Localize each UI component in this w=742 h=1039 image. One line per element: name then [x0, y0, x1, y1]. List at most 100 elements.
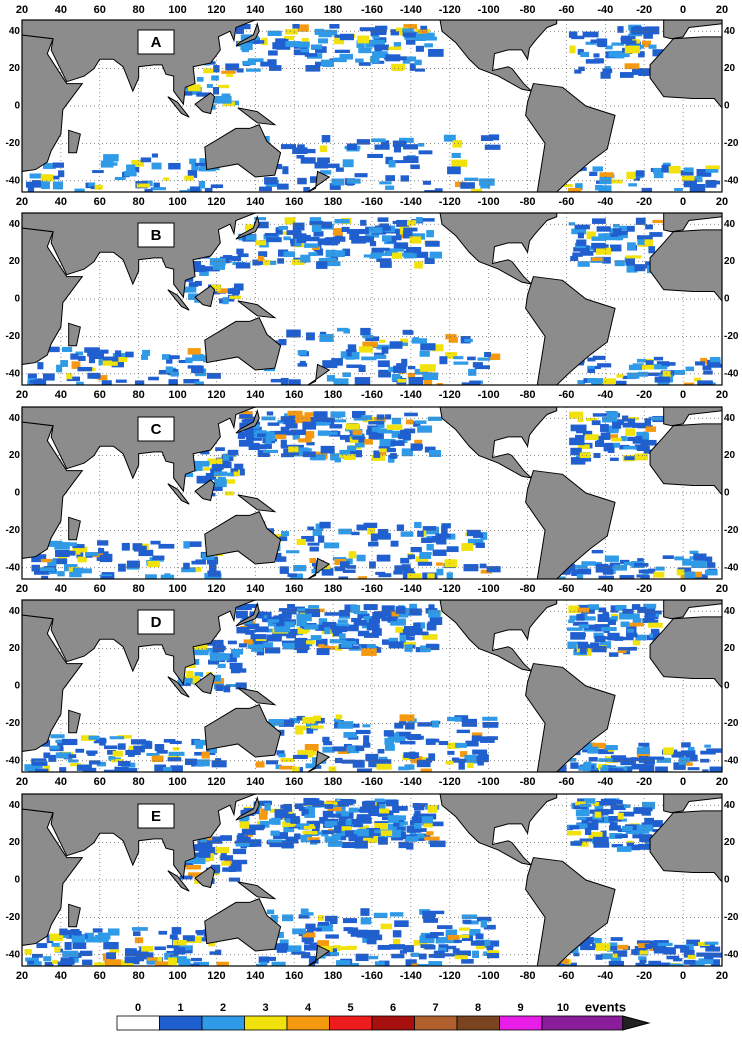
- event-patch: [212, 265, 225, 270]
- x-tick-label: -120: [439, 970, 461, 982]
- event-patch: [607, 619, 616, 625]
- event-patch: [628, 33, 636, 40]
- event-patch: [400, 557, 410, 564]
- event-patch: [61, 346, 73, 352]
- event-patch: [580, 51, 590, 58]
- event-patch: [94, 934, 109, 943]
- event-patch: [257, 450, 270, 457]
- event-patch: [297, 177, 307, 185]
- event-patch: [388, 46, 402, 51]
- event-patch: [280, 426, 290, 434]
- event-patch: [280, 377, 289, 385]
- event-patch: [422, 526, 437, 531]
- event-patch: [31, 761, 48, 766]
- event-patch: [193, 644, 208, 650]
- event-patch: [49, 745, 60, 750]
- event-patch: [418, 142, 425, 147]
- event-patch: [333, 419, 347, 423]
- event-patch: [72, 544, 85, 549]
- event-patch: [383, 730, 394, 737]
- event-patch: [130, 739, 147, 745]
- event-patch: [691, 560, 707, 568]
- event-patch: [196, 77, 204, 82]
- event-patch: [189, 261, 202, 269]
- event-patch: [315, 638, 328, 647]
- event-patch: [212, 653, 227, 657]
- event-patch: [451, 159, 468, 167]
- event-patch: [568, 187, 582, 192]
- event-patch: [315, 46, 327, 53]
- event-patch: [359, 809, 373, 813]
- event-patch: [467, 356, 476, 361]
- event-patch: [569, 615, 578, 621]
- event-patch: [270, 914, 278, 923]
- event-patch: [579, 742, 596, 750]
- event-patch: [333, 228, 343, 236]
- event-patch: [161, 354, 171, 360]
- event-patch: [706, 748, 722, 753]
- event-patch: [322, 736, 330, 743]
- event-patch: [324, 820, 338, 828]
- event-patch: [184, 858, 194, 863]
- event-patch: [284, 621, 295, 628]
- event-patch: [193, 739, 209, 746]
- event-patch: [314, 162, 328, 169]
- event-patch: [231, 256, 242, 262]
- event-patch: [392, 805, 408, 811]
- event-patch: [674, 188, 683, 192]
- land: [439, 20, 558, 92]
- event-patch: [230, 468, 238, 472]
- event-patch: [654, 756, 665, 760]
- event-patch: [607, 447, 615, 453]
- event-patch: [417, 425, 433, 433]
- event-patch: [355, 745, 365, 752]
- y-tick-label: 0: [724, 681, 730, 692]
- event-patch: [154, 764, 167, 772]
- event-patch: [258, 813, 268, 820]
- event-patch: [367, 153, 383, 159]
- event-patch: [322, 646, 338, 650]
- event-patch: [244, 623, 260, 630]
- event-patch: [608, 815, 622, 822]
- event-patch: [254, 217, 267, 221]
- land: [649, 616, 722, 689]
- event-patch: [628, 183, 637, 187]
- event-patch: [146, 752, 160, 757]
- event-patch: [355, 441, 365, 448]
- event-patch: [587, 366, 596, 373]
- event-patch: [693, 377, 701, 382]
- map-panel: D20 40 60 80 100 120 140 160 180 -160 -140 -120 -100…: [6, 599, 739, 788]
- event-patch: [334, 566, 346, 572]
- event-patch: [374, 823, 388, 830]
- event-patch: [428, 910, 445, 915]
- event-patch: [391, 834, 404, 841]
- event-patch: [265, 260, 277, 265]
- event-patch: [447, 750, 455, 755]
- y-tick-label: 40: [9, 219, 21, 230]
- event-patch: [348, 551, 357, 559]
- event-patch: [300, 908, 309, 916]
- event-patch: [310, 839, 321, 844]
- event-patch: [374, 25, 387, 33]
- event-patch: [318, 644, 325, 648]
- event-patch: [279, 566, 289, 574]
- event-patch: [57, 571, 65, 577]
- event-patch: [379, 339, 386, 343]
- event-patch: [222, 461, 232, 469]
- event-patch: [299, 360, 306, 366]
- x-tick-label: 160: [285, 583, 303, 595]
- event-patch: [208, 659, 219, 665]
- event-patch: [228, 877, 241, 882]
- event-patch: [461, 543, 474, 551]
- event-patch: [72, 546, 88, 553]
- event-patch: [678, 757, 691, 766]
- event-patch: [568, 619, 575, 624]
- event-patch: [221, 861, 231, 866]
- event-patch: [614, 260, 625, 267]
- event-patch: [420, 944, 434, 948]
- event-patch: [689, 184, 706, 192]
- event-patch: [126, 560, 140, 568]
- event-patch: [245, 839, 262, 847]
- event-patch: [586, 417, 598, 422]
- event-patch: [324, 237, 339, 246]
